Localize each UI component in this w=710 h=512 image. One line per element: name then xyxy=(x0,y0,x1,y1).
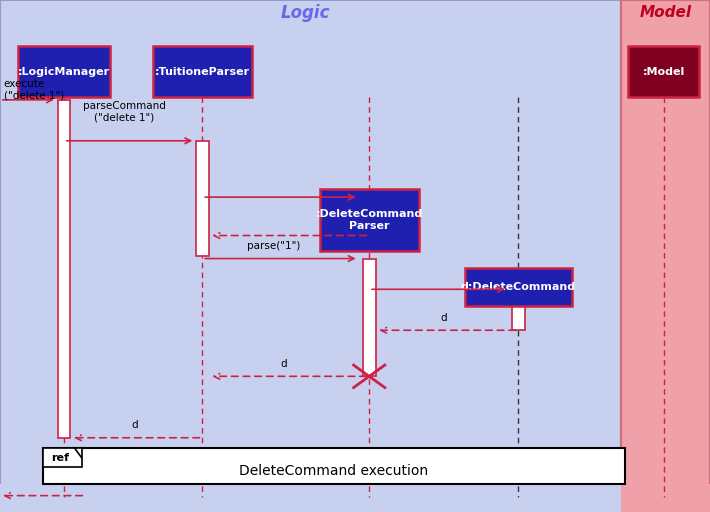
Text: Model: Model xyxy=(640,5,692,20)
Text: DeleteCommand execution: DeleteCommand execution xyxy=(239,464,428,478)
Text: :LogicManager: :LogicManager xyxy=(18,67,110,77)
Bar xyxy=(196,141,209,256)
Text: :TuitioneParser: :TuitioneParser xyxy=(155,67,250,77)
Text: ref: ref xyxy=(51,453,69,463)
Bar xyxy=(0,484,621,512)
Bar xyxy=(363,259,376,376)
FancyBboxPatch shape xyxy=(43,448,82,467)
Bar xyxy=(621,484,710,512)
Bar xyxy=(363,197,376,220)
FancyBboxPatch shape xyxy=(628,46,699,97)
FancyBboxPatch shape xyxy=(465,268,572,306)
Text: parse("1"): parse("1") xyxy=(246,241,300,251)
Text: d: d xyxy=(131,420,138,430)
Text: parseCommand
("delete 1"): parseCommand ("delete 1") xyxy=(83,101,165,123)
Bar xyxy=(512,289,525,330)
Bar xyxy=(58,100,70,438)
Bar xyxy=(621,0,710,512)
Text: Logic: Logic xyxy=(280,4,330,22)
Text: :Model: :Model xyxy=(643,67,685,77)
Text: execute
("delete 1"): execute ("delete 1") xyxy=(4,79,64,100)
Bar xyxy=(43,448,625,484)
FancyBboxPatch shape xyxy=(153,46,252,97)
Bar xyxy=(0,0,621,512)
Text: d: d xyxy=(440,312,447,323)
Text: d:DeleteCommand: d:DeleteCommand xyxy=(461,282,576,292)
Bar xyxy=(621,0,710,489)
Text: d: d xyxy=(280,358,288,369)
FancyBboxPatch shape xyxy=(320,189,419,251)
FancyBboxPatch shape xyxy=(18,46,110,97)
Text: :DeleteCommand
Parser: :DeleteCommand Parser xyxy=(315,209,423,231)
Bar xyxy=(0,0,621,489)
